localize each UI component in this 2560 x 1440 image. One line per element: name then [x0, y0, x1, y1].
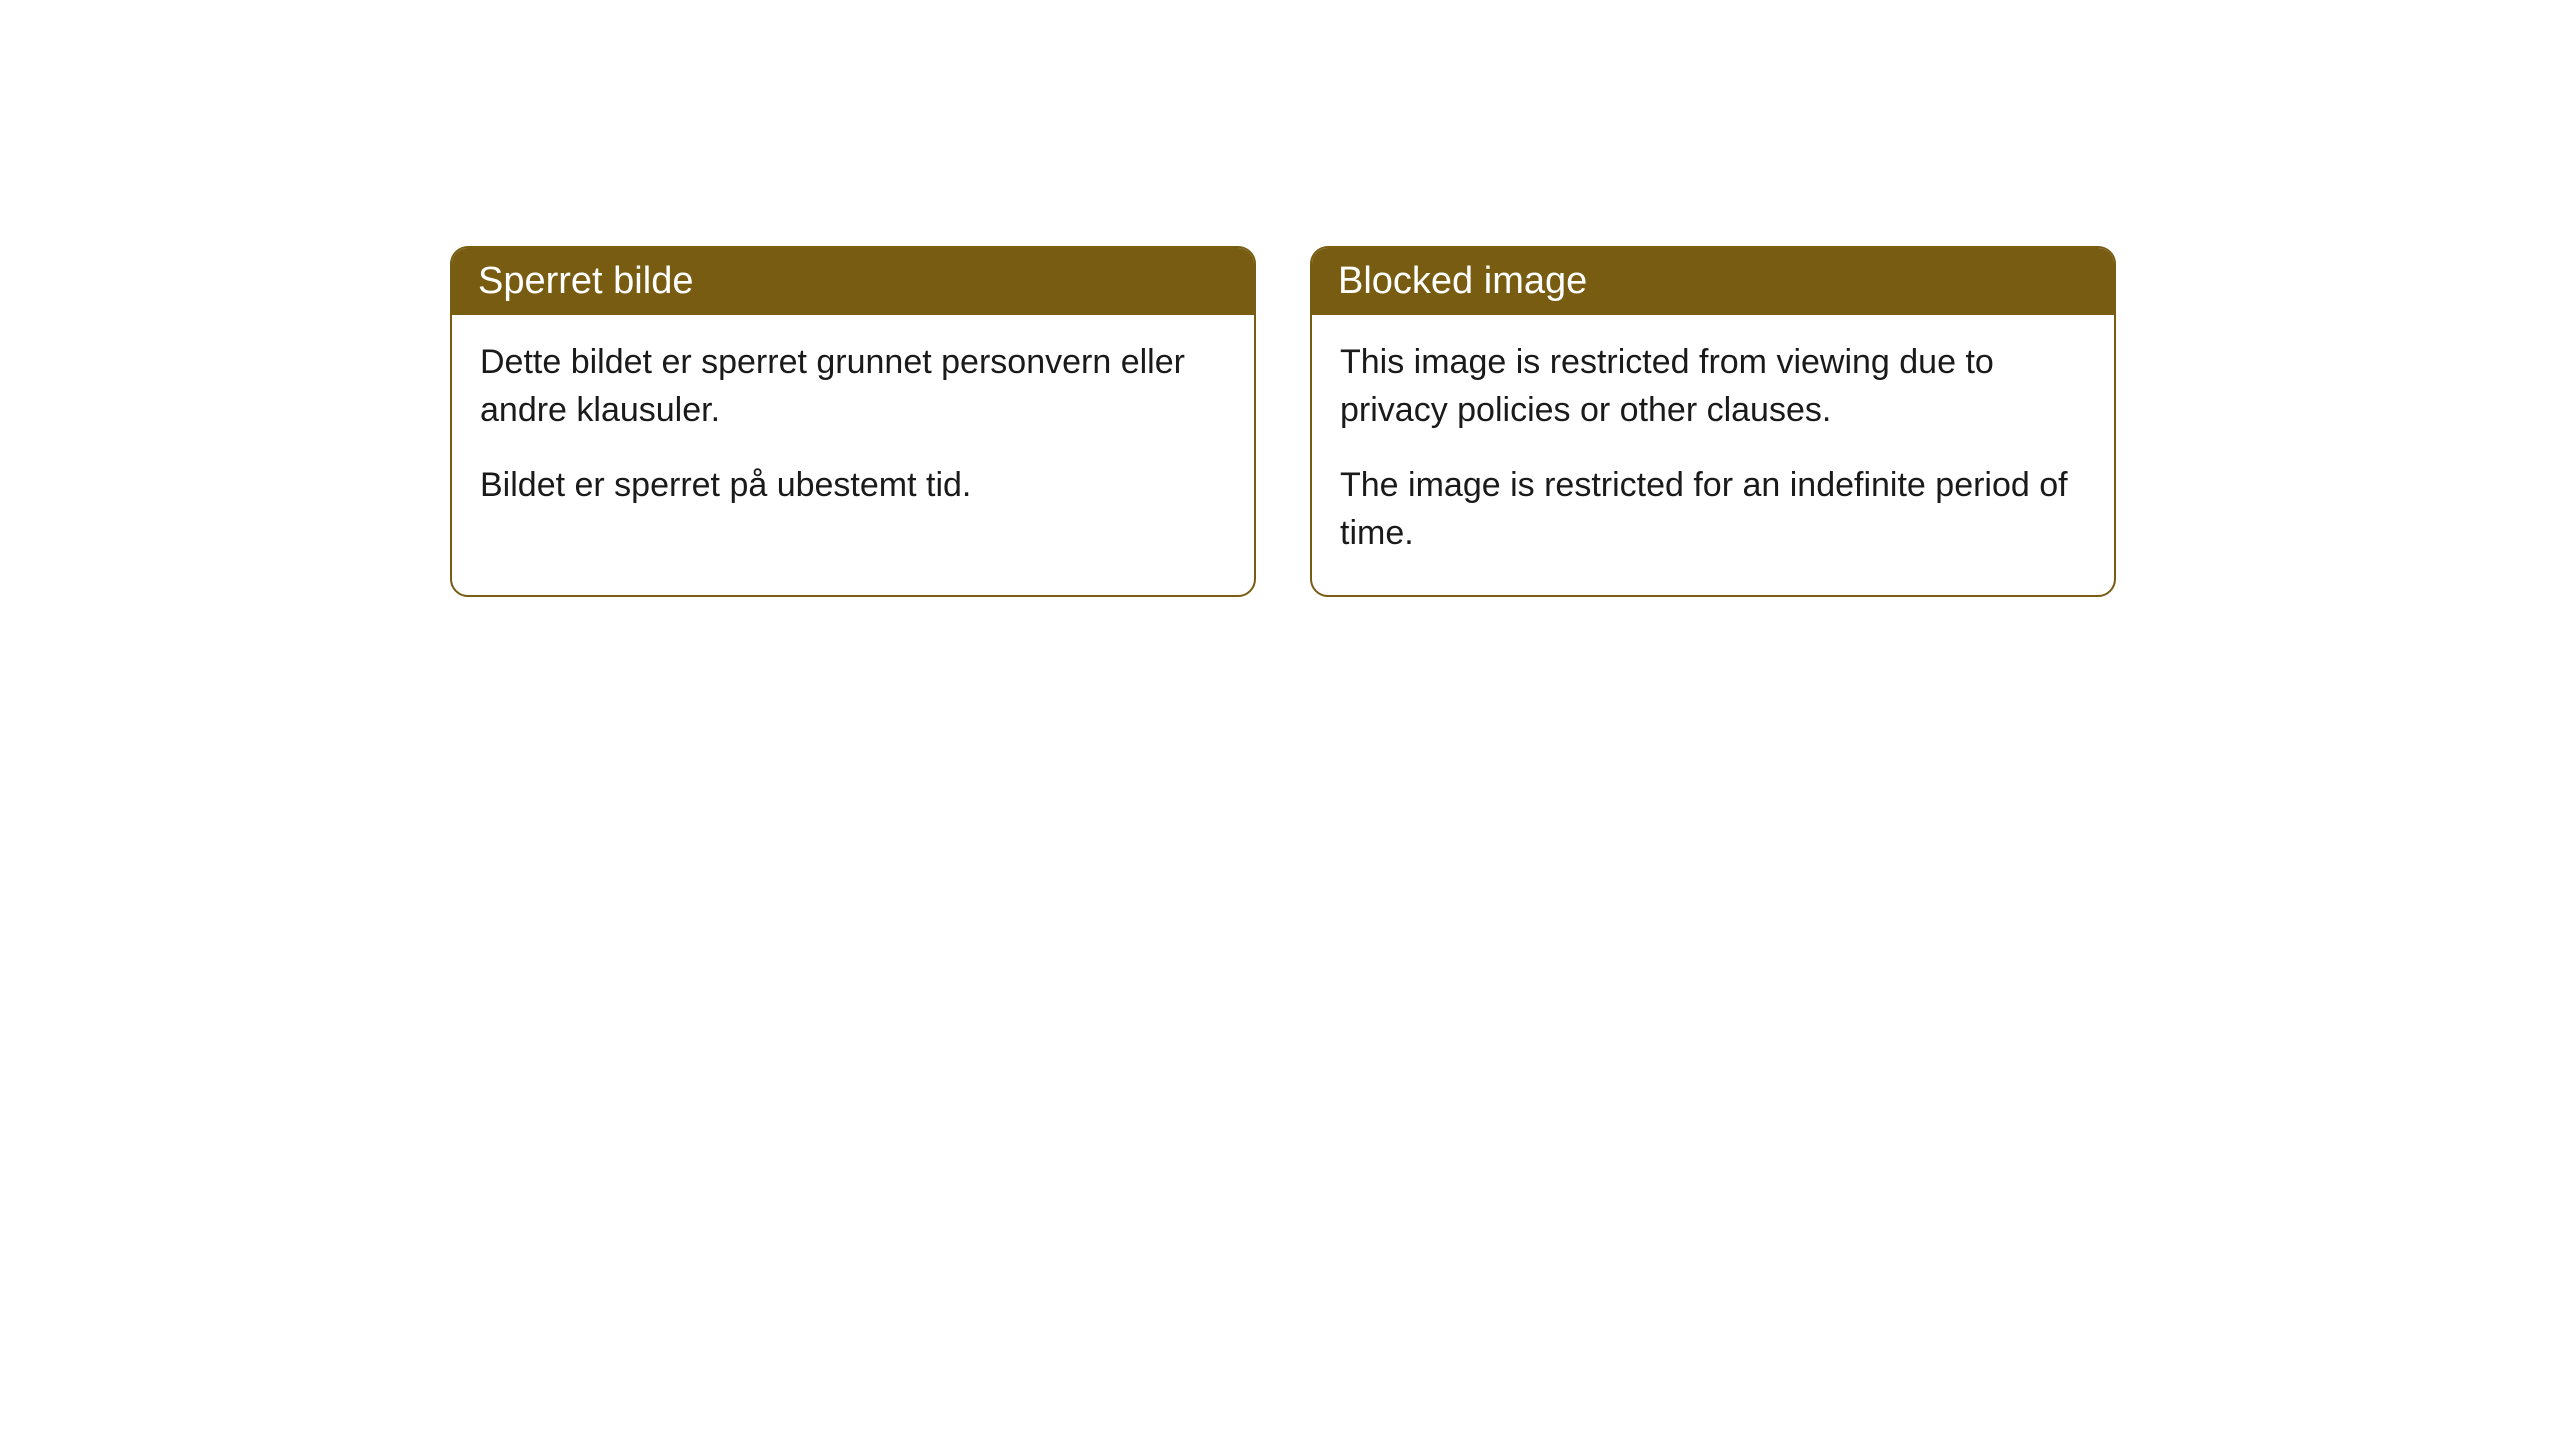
blocked-image-card-norwegian: Sperret bilde Dette bildet er sperret gr…: [450, 246, 1256, 597]
card-paragraph-2-norwegian: Bildet er sperret på ubestemt tid.: [480, 462, 1226, 510]
card-paragraph-1-english: This image is restricted from viewing du…: [1340, 339, 2086, 434]
blocked-image-card-english: Blocked image This image is restricted f…: [1310, 246, 2116, 597]
card-header-english: Blocked image: [1312, 248, 2114, 315]
card-paragraph-2-english: The image is restricted for an indefinit…: [1340, 462, 2086, 557]
card-body-english: This image is restricted from viewing du…: [1312, 315, 2114, 595]
card-paragraph-1-norwegian: Dette bildet er sperret grunnet personve…: [480, 339, 1226, 434]
card-header-norwegian: Sperret bilde: [452, 248, 1254, 315]
card-body-norwegian: Dette bildet er sperret grunnet personve…: [452, 315, 1254, 548]
card-container: Sperret bilde Dette bildet er sperret gr…: [450, 246, 2116, 597]
